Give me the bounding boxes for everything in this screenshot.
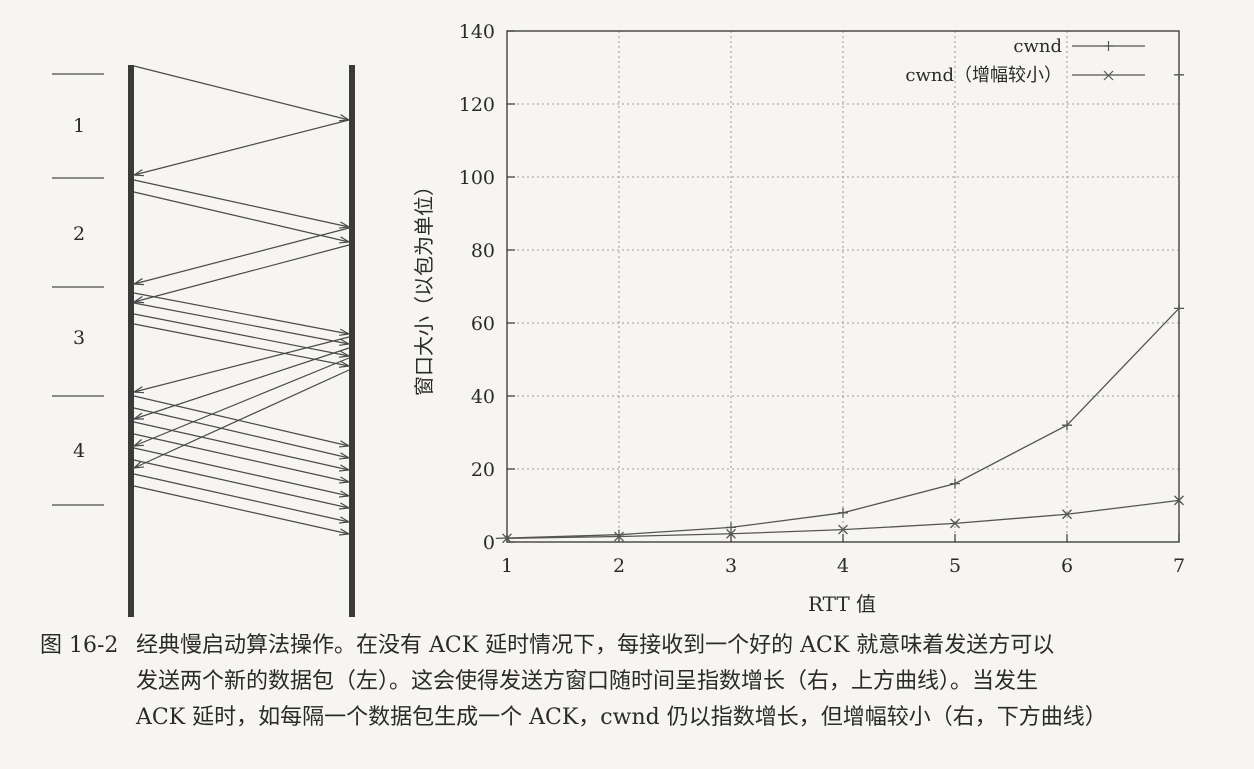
y-tick-label: 100 bbox=[459, 167, 495, 189]
series-line bbox=[495, 74, 1180, 539]
packet-arrow bbox=[133, 459, 351, 510]
x-tick-label: 3 bbox=[725, 555, 737, 577]
caption-label: 图 16-2 bbox=[40, 633, 119, 658]
slow-start-timing-diagram: 1 2 3 4 bbox=[52, 65, 355, 617]
data-point-marker bbox=[1174, 495, 1184, 506]
x-tick-label: 5 bbox=[949, 555, 961, 577]
legend-entry-cwnd-small: cwnd（增幅较小） bbox=[905, 65, 1062, 86]
data-point-marker bbox=[614, 529, 624, 540]
packet-arrows bbox=[132, 65, 351, 536]
legend-entry-cwnd: cwnd bbox=[1013, 36, 1062, 57]
packet-arrow bbox=[133, 473, 351, 524]
data-point-marker bbox=[726, 528, 736, 539]
y-axis-ticks: 0 20 40 60 80 100 120 140 bbox=[459, 21, 515, 554]
round-label: 1 bbox=[73, 115, 85, 137]
chart-series bbox=[495, 69, 1184, 544]
packet-arrow bbox=[133, 65, 351, 122]
y-tick-label: 120 bbox=[459, 94, 495, 116]
packet-arrow bbox=[133, 421, 351, 472]
data-point-marker bbox=[1062, 420, 1072, 431]
figure-16-2: 1 2 3 4 1 2 3 4 5 6 7 0 20 40 60 80 100 120 140 RTT 值… bbox=[52, 21, 1185, 617]
data-point-marker bbox=[1174, 69, 1184, 80]
y-tick-label: 140 bbox=[459, 21, 495, 43]
caption-text: 经典慢启动算法操作。在没有 ACK 延时情况下，每接收到一个好的 ACK 就意味… bbox=[136, 628, 1240, 736]
series-cwnd bbox=[495, 69, 1184, 540]
packet-arrow bbox=[132, 357, 350, 447]
packet-arrow bbox=[133, 447, 351, 498]
packet-arrow bbox=[133, 313, 351, 358]
round-label: 2 bbox=[73, 223, 85, 245]
y-tick-label: 80 bbox=[471, 240, 495, 262]
data-point-marker bbox=[726, 522, 736, 533]
chart-grid bbox=[507, 31, 1179, 542]
packet-arrow bbox=[132, 369, 350, 469]
legend-marker-cross bbox=[1103, 70, 1114, 81]
data-point-marker bbox=[1062, 509, 1072, 520]
packet-arrow bbox=[133, 323, 351, 368]
packet-arrow bbox=[133, 191, 351, 244]
legend-marker-plus bbox=[1103, 41, 1114, 51]
y-tick-label: 60 bbox=[471, 313, 495, 335]
x-tick-label: 1 bbox=[501, 555, 513, 577]
x-tick-label: 7 bbox=[1173, 555, 1185, 577]
packet-arrow bbox=[133, 302, 351, 346]
round-label: 3 bbox=[73, 327, 85, 349]
legend: cwnd cwnd（增幅较小） bbox=[905, 36, 1145, 86]
round-separators bbox=[52, 73, 104, 506]
series-cwnd-small bbox=[502, 495, 1184, 544]
packet-arrow bbox=[133, 292, 351, 336]
data-point-marker bbox=[838, 524, 848, 535]
x-tick-label: 4 bbox=[837, 555, 849, 577]
cwnd-chart: 1 2 3 4 5 6 7 0 20 40 60 80 100 120 140 RTT 值 窗口大小（以包… bbox=[412, 21, 1185, 616]
packet-arrow bbox=[133, 433, 351, 484]
caption-line: ACK 延时，如每隔一个数据包生成一个 ACK，cwnd 仍以指数增长，但增幅较… bbox=[136, 705, 1107, 730]
y-tick-label: 40 bbox=[471, 386, 495, 408]
x-axis-ticks: 1 2 3 4 5 6 7 bbox=[501, 534, 1185, 577]
data-point-marker bbox=[1174, 303, 1184, 314]
x-tick-label: 2 bbox=[613, 555, 625, 577]
x-axis-label: RTT 值 bbox=[808, 592, 876, 616]
round-label: 4 bbox=[73, 440, 85, 462]
packet-arrow bbox=[132, 347, 350, 420]
packet-arrow bbox=[132, 227, 350, 286]
packet-arrow bbox=[133, 179, 351, 229]
packet-arrow bbox=[133, 485, 351, 536]
x-tick-label: 6 bbox=[1061, 555, 1073, 577]
packet-arrow bbox=[132, 244, 350, 304]
data-point-marker bbox=[950, 518, 960, 529]
data-point-marker bbox=[614, 531, 624, 542]
packet-arrow bbox=[132, 119, 350, 177]
y-tick-label: 0 bbox=[483, 532, 495, 554]
packet-arrow bbox=[132, 336, 350, 394]
packet-arrow bbox=[133, 407, 351, 460]
data-point-marker bbox=[838, 507, 848, 518]
y-axis-label: 窗口大小（以包为单位） bbox=[412, 176, 436, 396]
data-point-marker bbox=[950, 478, 960, 489]
caption-line: 经典慢启动算法操作。在没有 ACK 延时情况下，每接收到一个好的 ACK 就意味… bbox=[136, 633, 1055, 658]
y-tick-label: 20 bbox=[471, 459, 495, 481]
packet-arrow bbox=[133, 395, 351, 448]
caption-line: 发送两个新的数据包（左）。这会使得发送方窗口随时间呈指数增长（右，上方曲线）。当… bbox=[136, 669, 1039, 694]
data-point-marker bbox=[502, 533, 512, 544]
